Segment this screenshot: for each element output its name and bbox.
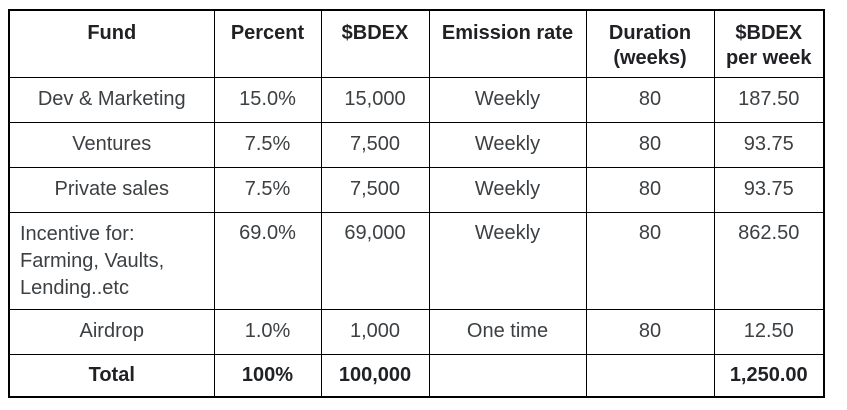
cell-percent: 69.0% bbox=[213, 211, 322, 310]
cell-fund: Airdrop bbox=[8, 308, 215, 355]
cell-fund: Private sales bbox=[8, 166, 215, 213]
cell-emission-rate bbox=[428, 353, 587, 398]
cell-emission-rate: Weekly bbox=[428, 166, 587, 213]
cell-emission-rate: Weekly bbox=[428, 121, 587, 168]
cell-bdex-per-week: 93.75 bbox=[713, 166, 825, 213]
table-row-total: Total 100% 100,000 1,250.00 bbox=[8, 353, 825, 398]
cell-bdex: 69,000 bbox=[320, 211, 430, 310]
col-header-bdex-per-week: $BDEX per week bbox=[713, 9, 825, 78]
cell-duration: 80 bbox=[585, 76, 715, 123]
cell-percent: 1.0% bbox=[213, 308, 322, 355]
token-allocation-table: Fund Percent $BDEX Emission rate Duratio… bbox=[8, 9, 825, 398]
col-header-emission-rate: Emission rate bbox=[428, 9, 587, 78]
cell-fund: Ventures bbox=[8, 121, 215, 168]
col-header-duration-weeks: Duration (weeks) bbox=[585, 9, 715, 78]
table-row-incentives: Incentive for: Farming, Vaults, Lending.… bbox=[8, 211, 825, 310]
cell-bdex-per-week: 187.50 bbox=[713, 76, 825, 123]
cell-bdex: 1,000 bbox=[320, 308, 430, 355]
cell-bdex-per-week: 12.50 bbox=[713, 308, 825, 355]
table-row-ventures: Ventures 7.5% 7,500 Weekly 80 93.75 bbox=[8, 121, 825, 168]
cell-duration bbox=[585, 353, 715, 398]
cell-bdex: 7,500 bbox=[320, 166, 430, 213]
col-header-bdex: $BDEX bbox=[320, 9, 430, 78]
table-row-private-sales: Private sales 7.5% 7,500 Weekly 80 93.75 bbox=[8, 166, 825, 213]
cell-duration: 80 bbox=[585, 121, 715, 168]
cell-bdex-per-week: 93.75 bbox=[713, 121, 825, 168]
table-row-dev-marketing: Dev & Marketing 15.0% 15,000 Weekly 80 1… bbox=[8, 76, 825, 123]
col-header-fund: Fund bbox=[8, 9, 215, 78]
table-row-airdrop: Airdrop 1.0% 1,000 One time 80 12.50 bbox=[8, 308, 825, 355]
col-header-percent: Percent bbox=[213, 9, 322, 78]
cell-bdex: 100,000 bbox=[320, 353, 430, 398]
cell-bdex: 15,000 bbox=[320, 76, 430, 123]
cell-duration: 80 bbox=[585, 166, 715, 213]
cell-emission-rate: Weekly bbox=[428, 76, 587, 123]
cell-bdex-per-week: 862.50 bbox=[713, 211, 825, 310]
cell-duration: 80 bbox=[585, 308, 715, 355]
cell-percent: 7.5% bbox=[213, 166, 322, 213]
cell-emission-rate: One time bbox=[428, 308, 587, 355]
cell-emission-rate: Weekly bbox=[428, 211, 587, 310]
cell-fund: Dev & Marketing bbox=[8, 76, 215, 123]
cell-duration: 80 bbox=[585, 211, 715, 310]
cell-percent: 7.5% bbox=[213, 121, 322, 168]
cell-bdex: 7,500 bbox=[320, 121, 430, 168]
cell-bdex-per-week: 1,250.00 bbox=[713, 353, 825, 398]
cell-percent: 15.0% bbox=[213, 76, 322, 123]
cell-fund: Incentive for: Farming, Vaults, Lending.… bbox=[8, 211, 215, 310]
table-header-row: Fund Percent $BDEX Emission rate Duratio… bbox=[8, 9, 825, 78]
cell-percent: 100% bbox=[213, 353, 322, 398]
cell-fund: Total bbox=[8, 353, 215, 398]
